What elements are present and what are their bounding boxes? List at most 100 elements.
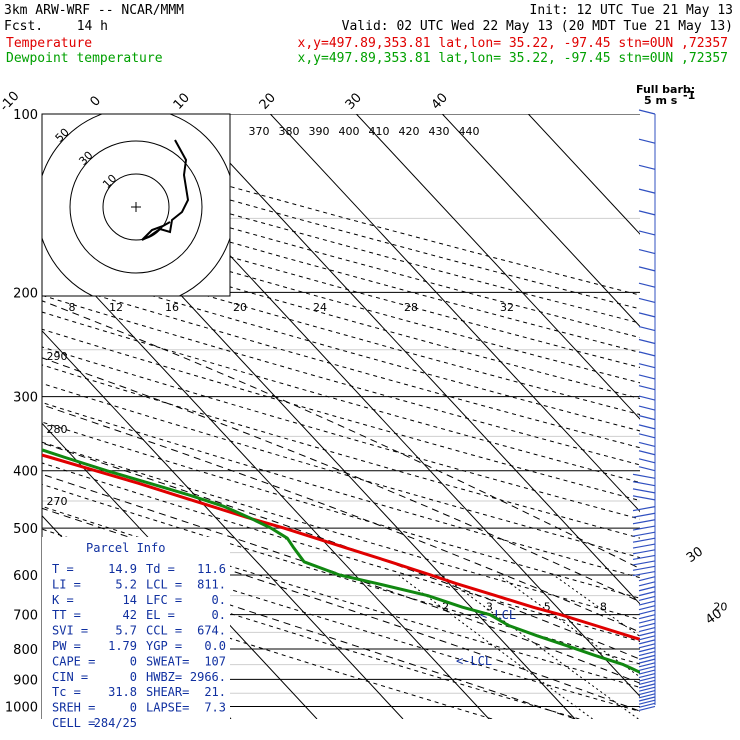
pressure-label: 700: [13, 609, 38, 624]
parcel-info-cell: 0: [130, 670, 137, 684]
hodograph-axis-label: 24: [313, 301, 327, 314]
wind-barb: [638, 658, 656, 664]
wind-barb: [638, 635, 656, 641]
wind-barb: [638, 595, 656, 601]
isotherm-line: [355, 114, 640, 420]
wind-barb: [638, 325, 656, 332]
forecast-label: Fcst.: [4, 19, 43, 34]
barb-legend: Full barb: 5 m s -1: [636, 83, 695, 107]
wind-barb: [638, 686, 656, 692]
parcel-info-cell: 674.: [197, 624, 226, 638]
parcel-info-cell: CIN =: [52, 670, 88, 684]
moist-adiabat: [42, 442, 640, 660]
temperature-profile: [42, 453, 640, 641]
parcel-info-cell: LAPSE=: [146, 701, 189, 715]
parcel-info-cell: HWBZ=: [146, 670, 182, 684]
wind-barb: [638, 609, 656, 615]
grid-labels: -80-70-60-50-40-30-20-100102030402358203…: [0, 89, 727, 668]
isotherm-line: [42, 330, 404, 719]
pressure-label: 800: [13, 643, 38, 658]
wind-barb: [638, 433, 656, 439]
wind-barb: [638, 248, 656, 255]
isotherm-line: [527, 114, 640, 235]
theta-label: 430: [429, 125, 450, 138]
wind-barb: [638, 679, 656, 686]
pressure-label: 100: [13, 108, 38, 123]
dry-adiabat: [42, 402, 640, 579]
wind-barb: [638, 297, 656, 304]
lcl-marker: <-LCL: [456, 654, 492, 668]
mixing-ratio-label: 3: [486, 601, 493, 614]
wind-barb: [638, 450, 656, 456]
parcel-info-cell: 11.6: [197, 562, 226, 576]
wind-barb: [638, 683, 656, 689]
parcel-info-cell: 0.: [212, 593, 226, 607]
parcel-info-cell: 31.8: [108, 685, 137, 699]
init-time: Init: 12 UTC Tue 21 May 13: [530, 3, 734, 18]
wind-barb: [638, 586, 656, 592]
wind-barb: [638, 395, 656, 401]
wind-barb: [638, 647, 656, 653]
parcel-info-cell: 284/25: [94, 716, 137, 730]
hodograph-axis-label: 32: [500, 301, 514, 314]
parcel-info-cell: 1.79: [108, 639, 137, 653]
parcel-info-title: Parcel Info: [86, 541, 165, 555]
wind-barb: [638, 600, 656, 606]
parcel-info-cell: LFC =: [146, 593, 182, 607]
wind-barb: [638, 581, 656, 587]
hodograph-center: [131, 202, 141, 212]
isotherm-line: [269, 114, 640, 513]
mixing-ratio-line: [553, 574, 640, 638]
wind-barbs: [632, 109, 656, 712]
theta-label: 440: [459, 125, 480, 138]
parcel-info-cell: SHEAR=: [146, 685, 189, 699]
wind-barb: [632, 495, 656, 501]
wind-barb: [638, 458, 656, 464]
wind-barb: [638, 164, 656, 170]
dewpoint-location: x,y=497.89,353.81 lat,lon= 35.22, -97.45…: [298, 51, 728, 66]
pressure-label: 200: [13, 286, 38, 301]
wind-barb: [638, 138, 656, 144]
mixing-ratio-line: [669, 575, 740, 719]
theta-label: 420: [399, 125, 420, 138]
theta-label: 370: [249, 125, 270, 138]
pressure-label: 400: [13, 465, 38, 480]
wind-barb: [638, 672, 656, 679]
parcel-info-cell: TT =: [52, 608, 81, 622]
moist-adiabat: [42, 300, 640, 570]
mixing-ratio-line: [398, 574, 593, 719]
wind-barb: [638, 654, 656, 660]
parcel-info-cell: 14.9: [108, 562, 137, 576]
theta-label: 380: [279, 125, 300, 138]
hodograph-axis-label: 12: [109, 301, 123, 314]
pressure-label: 600: [13, 569, 38, 584]
wind-barb: [638, 405, 656, 411]
dry-adiabat: [42, 328, 640, 502]
wind-barb: [632, 525, 656, 531]
temperature-location: x,y=497.89,353.81 lat,lon= 35.22, -97.45…: [298, 36, 728, 51]
parcel-info-cell: 21.: [204, 685, 226, 699]
wind-barb: [632, 537, 656, 543]
barb-legend-exponent: -1: [683, 89, 695, 102]
parcel-info-cell: SWEAT=: [146, 654, 189, 668]
wind-barb: [638, 676, 656, 682]
parcel-info-cell: EL =: [146, 608, 175, 622]
wind-barb: [632, 506, 656, 512]
wind-barb: [638, 424, 656, 430]
wind-barb: [632, 481, 656, 487]
parcel-info-cell: 0.: [212, 608, 226, 622]
parcel-info-cell: 2966.: [190, 670, 226, 684]
wind-barb: [638, 651, 656, 657]
speed-ring: [69, 140, 203, 274]
mixing-ratio-label: 2: [442, 601, 449, 614]
wind-barb: [638, 702, 656, 708]
parcel-info-cell: LCL =: [146, 577, 182, 591]
wind-barb: [638, 618, 656, 624]
pressure-label: 300: [13, 391, 38, 406]
parcel-info-cell: 107: [204, 654, 226, 668]
parcel-info-cell: CCL =: [146, 624, 182, 638]
parcel-info-cell: CELL =: [52, 716, 95, 730]
dry-adiabat: [42, 576, 493, 719]
wind-barb: [638, 696, 656, 702]
